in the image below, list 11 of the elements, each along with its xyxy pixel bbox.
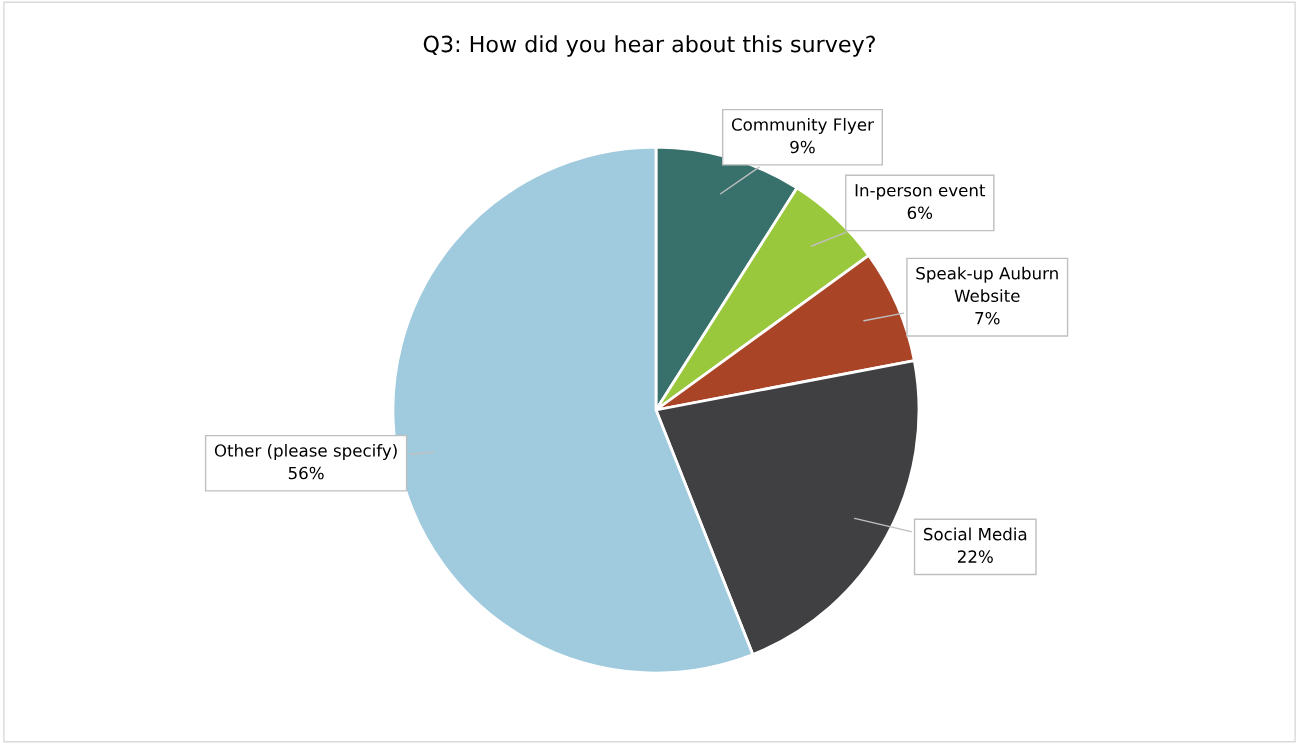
slice-label: Social Media <box>923 527 1027 541</box>
slice-label: Speak-up Auburn Website <box>916 266 1058 303</box>
slice-label: Other (please specify) <box>214 443 397 461</box>
data-label: 6% <box>907 206 933 220</box>
slice-label: In-person event <box>855 184 986 200</box>
data-label: 7% <box>975 311 1000 325</box>
data-label: 22% <box>957 550 993 563</box>
chart-title: Q3: How did you hear about this survey? <box>423 35 875 57</box>
slice-label: Community Flyer <box>731 117 874 135</box>
data-label: 56% <box>288 466 324 480</box>
data-label: 9% <box>790 140 815 154</box>
